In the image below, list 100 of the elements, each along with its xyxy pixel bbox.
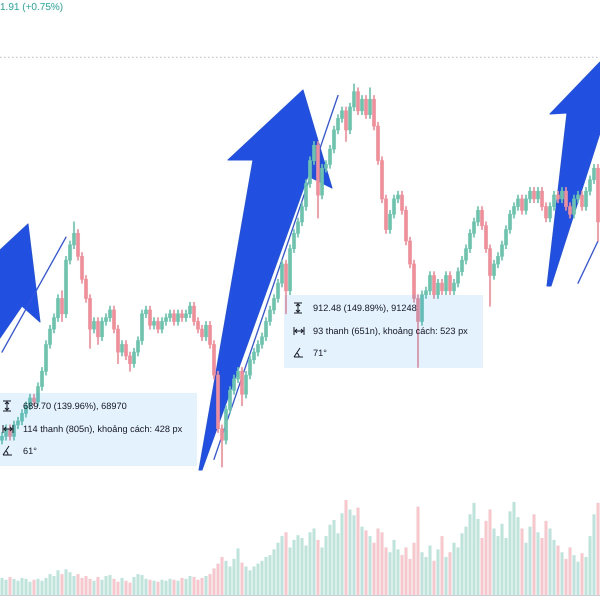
bar xyxy=(472,502,476,595)
bar xyxy=(32,580,36,595)
bar xyxy=(296,535,300,595)
bar xyxy=(192,576,196,595)
bar xyxy=(128,582,132,595)
bar xyxy=(204,576,208,595)
bar xyxy=(392,540,396,595)
bar xyxy=(164,580,168,595)
bar xyxy=(380,532,384,595)
bar xyxy=(224,560,228,595)
bar xyxy=(364,530,368,595)
bar xyxy=(428,546,432,595)
bar xyxy=(40,580,44,595)
bar xyxy=(68,572,72,595)
bar xyxy=(12,578,16,595)
bar xyxy=(136,574,140,595)
bar xyxy=(308,532,312,595)
bar xyxy=(420,552,424,595)
bar xyxy=(572,555,576,595)
bar xyxy=(0,578,4,595)
bar xyxy=(348,510,352,595)
bar xyxy=(8,576,12,595)
bar xyxy=(360,526,364,595)
bar xyxy=(84,576,88,595)
bar xyxy=(416,506,420,595)
bar xyxy=(144,578,148,595)
bar xyxy=(368,536,372,595)
bar xyxy=(376,528,380,595)
bar xyxy=(132,576,136,595)
annotation: 114 thanh (805n), khoảng cách: 428 px xyxy=(23,423,182,436)
bar xyxy=(448,552,452,595)
bar xyxy=(140,575,144,595)
bar xyxy=(80,578,84,595)
bar xyxy=(264,557,268,595)
bar xyxy=(568,548,572,595)
bar xyxy=(492,528,496,595)
bar xyxy=(284,532,288,595)
bar xyxy=(404,548,408,595)
bar xyxy=(168,578,172,595)
bar xyxy=(176,580,180,595)
bar xyxy=(184,578,188,595)
bar xyxy=(88,578,92,595)
bar xyxy=(76,574,80,595)
bar xyxy=(104,576,108,595)
bar xyxy=(56,570,60,595)
bar xyxy=(356,508,360,595)
bar xyxy=(560,552,564,595)
bar xyxy=(248,570,252,595)
bar xyxy=(148,580,152,595)
bar xyxy=(220,557,224,595)
bar xyxy=(520,528,524,595)
bar xyxy=(112,578,116,595)
annotation: 61° xyxy=(23,445,37,458)
bar xyxy=(180,578,184,595)
bar xyxy=(536,532,540,595)
bar xyxy=(116,582,120,595)
bar xyxy=(92,580,96,595)
annotation: 93 thanh (651n), khoảng cách: 523 px xyxy=(313,325,468,338)
bar xyxy=(500,524,504,595)
bar xyxy=(452,542,456,595)
bar xyxy=(548,528,552,595)
bar xyxy=(244,566,248,595)
bar xyxy=(20,578,24,595)
bar xyxy=(124,580,128,595)
annotation: 71° xyxy=(313,347,327,360)
annotation: 912.48 (149.89%), 91248 xyxy=(313,302,417,315)
bar xyxy=(100,580,104,595)
bar xyxy=(312,528,316,595)
bar xyxy=(152,580,156,595)
bar xyxy=(280,536,284,595)
bar xyxy=(48,574,52,595)
bar xyxy=(196,580,200,595)
bar xyxy=(108,575,112,595)
bar xyxy=(188,576,192,595)
bar xyxy=(592,514,596,595)
bar xyxy=(532,514,536,595)
text: 1.91 (+0.75%) xyxy=(0,2,64,14)
bar xyxy=(300,538,304,595)
bar xyxy=(240,562,244,595)
bar xyxy=(64,569,68,595)
bar xyxy=(432,560,436,595)
bar xyxy=(316,540,320,595)
bar xyxy=(580,553,584,595)
bar xyxy=(344,500,348,595)
bar xyxy=(44,578,48,595)
bar xyxy=(200,578,204,595)
bar xyxy=(444,557,448,595)
bar xyxy=(16,580,20,595)
bar xyxy=(256,564,260,595)
bar xyxy=(156,582,160,595)
bar xyxy=(332,520,336,595)
bar xyxy=(596,502,600,595)
bar xyxy=(36,578,40,595)
bar xyxy=(24,578,28,595)
bar xyxy=(252,566,256,595)
bar xyxy=(556,546,560,595)
bar xyxy=(120,578,124,595)
bar xyxy=(440,536,444,595)
bar xyxy=(72,576,76,595)
bar xyxy=(172,580,176,595)
